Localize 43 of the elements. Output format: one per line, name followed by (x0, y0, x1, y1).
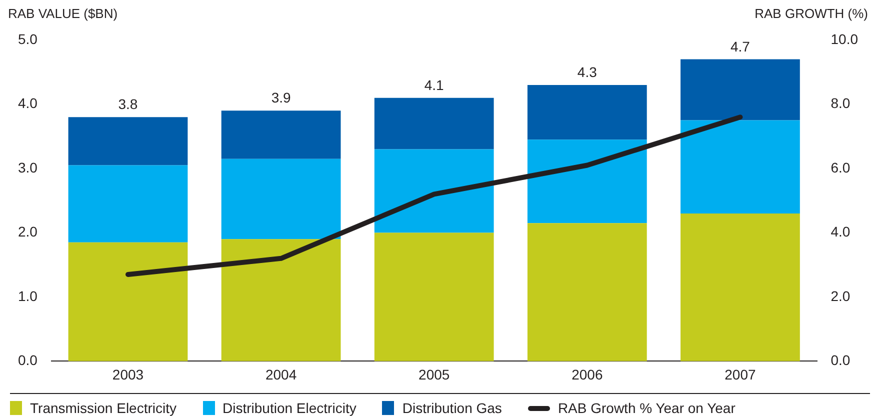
total-label: 4.3 (577, 64, 598, 80)
x-tick-label: 2007 (724, 366, 756, 382)
bar (374, 232, 494, 362)
legend-label: Distribution Electricity (222, 400, 356, 416)
bar (680, 213, 800, 362)
y2-axis-title: RAB GROWTH (%) (754, 6, 868, 21)
x-tick-label: 2003 (112, 366, 144, 382)
y2-tick-label: 2.0 (830, 288, 850, 304)
x-tick-label: 2006 (572, 366, 603, 382)
y2-tick-label: 4.0 (830, 224, 850, 240)
y-tick-label: 3.0 (18, 159, 38, 176)
y2-tick-label: 6.0 (830, 159, 850, 176)
bar (68, 165, 188, 242)
y-tick-label: 2.0 (18, 224, 38, 240)
bar (374, 98, 494, 150)
total-label: 4.7 (730, 38, 750, 54)
bar (680, 59, 800, 120)
bar (68, 242, 188, 362)
legend-label: Distribution Gas (402, 400, 502, 416)
y-tick-label: 1.0 (18, 288, 38, 304)
legend-label: Transmission Electricity (30, 400, 177, 416)
bar (680, 120, 800, 214)
bar (68, 117, 188, 166)
y2-tick-label: 0.0 (830, 352, 850, 368)
y2-tick-label: 8.0 (830, 95, 850, 112)
total-label: 3.8 (118, 96, 138, 112)
bar (527, 140, 647, 224)
legend-label: RAB Growth % Year on Year (558, 400, 736, 416)
bar (527, 84, 647, 140)
y-tick-label: 5.0 (18, 30, 38, 47)
y-tick-label: 4.0 (18, 95, 38, 112)
x-tick-label: 2004 (265, 366, 297, 382)
bar (221, 158, 341, 240)
y2-tick-label: 10.0 (830, 30, 858, 47)
bar (221, 110, 341, 159)
total-label: 3.9 (271, 90, 291, 106)
total-label: 4.1 (424, 76, 444, 93)
bar (374, 149, 494, 233)
x-tick-label: 2005 (418, 366, 450, 382)
y-tick-label: 0.0 (18, 352, 38, 368)
bar (527, 223, 647, 362)
bar (221, 239, 341, 362)
y-axis-title: RAB VALUE ($BN) (8, 6, 118, 21)
